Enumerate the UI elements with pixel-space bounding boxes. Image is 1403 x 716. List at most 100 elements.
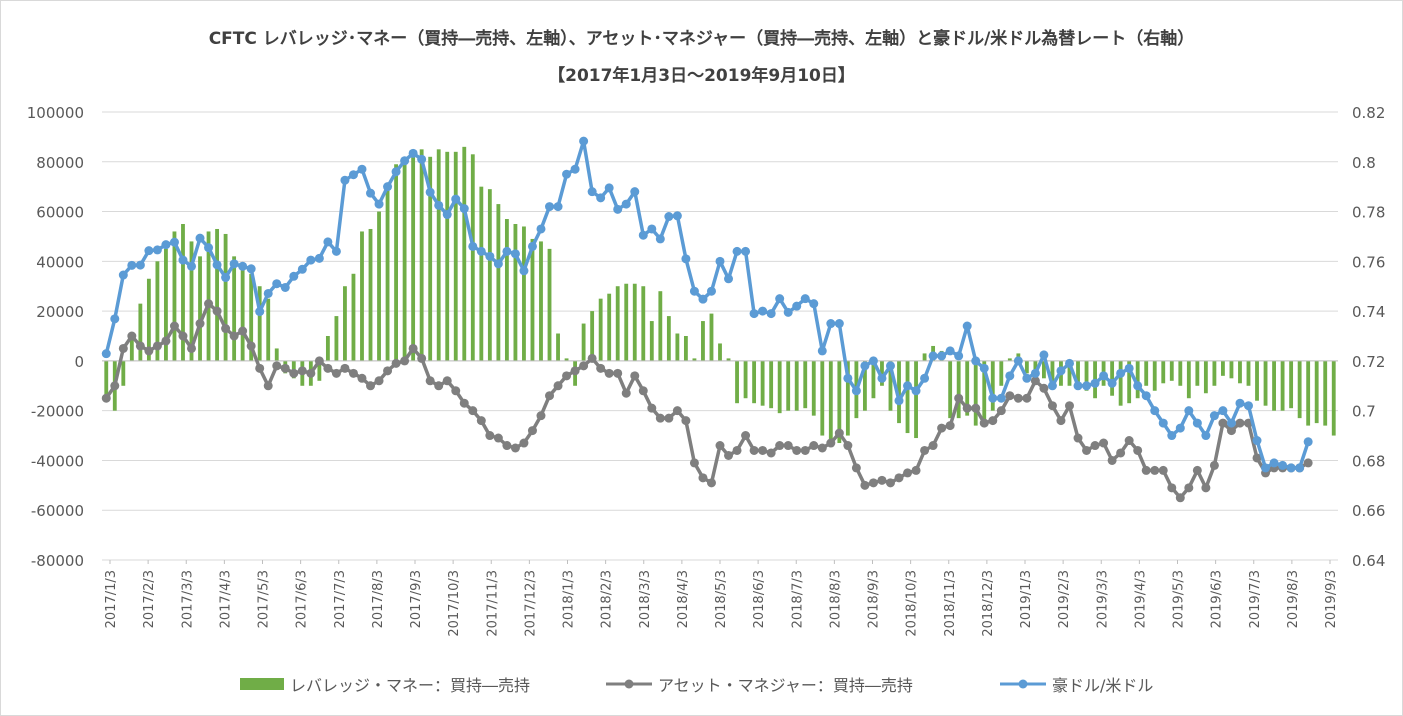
bar: [922, 353, 927, 361]
bar: [274, 348, 279, 361]
audusd-point: [169, 237, 179, 247]
x-tick-label: 2019/5/3: [1172, 570, 1187, 628]
asset-manager-point: [374, 376, 384, 386]
asset-manager-point: [792, 445, 802, 455]
audusd-point: [996, 393, 1006, 403]
asset-manager-point: [408, 343, 418, 353]
y-left-tick-label: -40000: [31, 452, 84, 470]
y-left-tick-label: 80000: [36, 154, 84, 172]
bar: [760, 360, 765, 406]
x-tick-label: 2017/4/3: [218, 570, 233, 628]
asset-manager-point: [425, 376, 435, 386]
asset-manager-point: [553, 381, 563, 391]
bar: [257, 286, 262, 361]
audusd-point: [655, 234, 665, 244]
x-tick-label: 2018/12/3: [981, 570, 996, 637]
audusd-point: [1286, 463, 1296, 473]
bar: [240, 266, 245, 361]
audusd-point: [868, 356, 878, 366]
bar: [343, 286, 347, 361]
audusd-point: [920, 373, 930, 383]
bar-series-leverage-money: [104, 146, 1336, 444]
bar: [419, 149, 424, 361]
audusd-point: [1209, 411, 1219, 421]
bar: [411, 156, 416, 361]
asset-manager-point: [1013, 393, 1023, 403]
audusd-point: [1056, 366, 1066, 376]
asset-manager-point: [1030, 376, 1040, 386]
asset-manager-point: [1090, 441, 1100, 451]
bar: [897, 360, 901, 424]
x-tick-label: 2018/5/3: [714, 570, 729, 628]
asset-manager-point: [638, 386, 648, 396]
asset-manager-point: [1141, 465, 1151, 475]
asset-manager-point: [800, 445, 810, 455]
line-series: [101, 136, 1313, 503]
bar: [718, 343, 722, 361]
asset-manager-point: [664, 413, 674, 423]
asset-manager-point: [877, 475, 887, 485]
bar: [735, 360, 739, 404]
chart-title: CFTC レバレッジ･マネー（買持―売持、左軸）、アセット･マネジャー（買持―売…: [208, 29, 1195, 49]
asset-manager-point: [1124, 436, 1134, 446]
bar: [351, 273, 356, 361]
legend-swatch-gray-line: [606, 679, 652, 689]
audusd-point: [152, 245, 162, 255]
asset-manager-point: [1073, 433, 1083, 443]
audusd-point: [408, 148, 418, 158]
bar: [990, 360, 995, 411]
bar: [820, 360, 825, 436]
audusd-point: [724, 274, 734, 284]
x-tick-label: 2018/9/3: [867, 570, 882, 628]
bar: [1314, 360, 1319, 424]
asset-manager-point: [775, 441, 785, 451]
audusd-point: [1235, 398, 1245, 408]
y-right-tick-label: 0.82: [1352, 104, 1385, 122]
bar: [743, 360, 748, 399]
x-tick-label: 2017/6/3: [295, 570, 310, 628]
asset-manager-point: [920, 445, 930, 455]
bar: [1297, 360, 1302, 419]
audusd-point: [903, 381, 913, 391]
legend-swatch-blue-line: [1000, 679, 1046, 689]
asset-manager-point: [1133, 445, 1143, 455]
asset-manager-point: [118, 343, 128, 353]
asset-manager-point: [766, 448, 776, 458]
x-tick-label: 2017/1/3: [104, 570, 119, 628]
asset-manager-point: [272, 361, 282, 371]
x-tick-label: 2017/3/3: [180, 570, 195, 628]
audusd-point: [238, 261, 248, 271]
bar: [1221, 360, 1225, 376]
bar: [504, 219, 509, 361]
y-left-tick-label: 0: [74, 353, 84, 371]
audusd-point: [604, 183, 614, 193]
asset-manager-point: [1235, 418, 1245, 428]
asset-manager-point: [451, 386, 461, 396]
asset-manager-point: [468, 406, 478, 416]
audusd-point: [962, 321, 972, 331]
bar: [164, 248, 168, 361]
x-tick-label: 2018/7/3: [790, 570, 805, 628]
asset-manager-point: [1039, 383, 1049, 393]
audusd-point: [161, 240, 171, 250]
bar: [999, 360, 1004, 386]
bar: [871, 360, 876, 399]
audusd-point: [945, 346, 955, 356]
asset-manager-point: [1184, 483, 1194, 493]
asset-manager-point: [366, 381, 376, 391]
asset-manager-point: [1158, 465, 1168, 475]
asset-manager-point: [280, 363, 290, 373]
audusd-point: [979, 363, 989, 373]
bar: [1246, 360, 1251, 386]
asset-manager-point: [1209, 460, 1219, 470]
bar: [837, 360, 842, 444]
bar: [1306, 360, 1311, 426]
x-tick-label: 2017/2/3: [142, 570, 157, 628]
bar: [377, 211, 381, 361]
bar: [948, 360, 953, 419]
asset-manager-point: [655, 413, 665, 423]
asset-manager-point: [331, 368, 341, 378]
asset-manager-point: [1116, 448, 1126, 458]
asset-manager-point: [698, 473, 708, 483]
x-tick-label: 2019/2/3: [1057, 570, 1072, 628]
